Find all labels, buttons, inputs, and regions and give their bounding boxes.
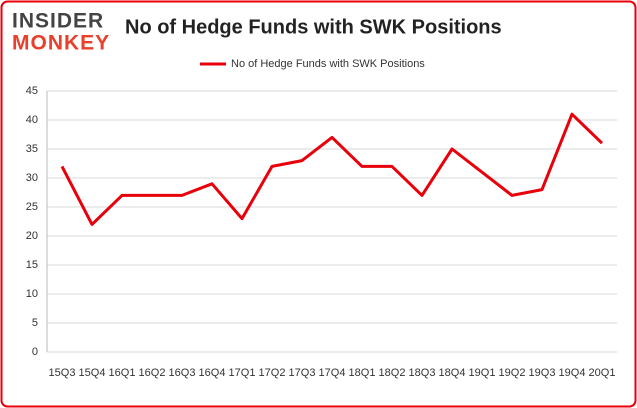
x-tick-label: 17Q2 (259, 367, 286, 379)
y-tick-label: 35 (26, 143, 38, 155)
y-tick-label: 25 (26, 201, 38, 213)
x-tick-label: 17Q1 (229, 367, 256, 379)
chart-title: No of Hedge Funds with SWK Positions (125, 16, 502, 38)
x-tick-label: 20Q1 (589, 367, 616, 379)
x-tick-label: 18Q1 (349, 367, 376, 379)
series-line (60, 112, 604, 226)
logo-top: INSIDER (12, 10, 104, 33)
y-tick-label: 30 (26, 172, 38, 184)
y-tick-label: 20 (26, 230, 38, 242)
y-tick-label: 5 (32, 317, 38, 329)
x-tick-label: 18Q3 (409, 367, 436, 379)
y-tick-label: 40 (26, 114, 38, 126)
y-tick-label: 10 (26, 288, 38, 300)
x-tick-label: 16Q3 (169, 367, 196, 379)
legend-label: No of Hedge Funds with SWK Positions (231, 58, 425, 70)
y-tick-label: 15 (26, 259, 38, 271)
x-tick-label: 19Q4 (559, 367, 586, 379)
x-tick-label: 16Q1 (109, 367, 136, 379)
x-tick-label: 19Q1 (469, 367, 496, 379)
x-tick-label: 17Q4 (319, 367, 346, 379)
x-tick-label: 18Q2 (379, 367, 406, 379)
x-tick-label: 15Q3 (49, 367, 76, 379)
x-tick-label: 16Q4 (199, 367, 226, 379)
x-tick-label: 16Q2 (139, 367, 166, 379)
x-tick-label: 19Q2 (499, 367, 526, 379)
x-tick-label: 15Q4 (79, 367, 106, 379)
x-tick-label: 19Q3 (529, 367, 556, 379)
x-tick-label: 18Q4 (439, 367, 466, 379)
y-tick-label: 45 (26, 85, 38, 97)
logo-bottom: MONKEY (12, 32, 110, 55)
x-tick-label: 17Q3 (289, 367, 316, 379)
y-tick-label: 0 (32, 346, 38, 358)
